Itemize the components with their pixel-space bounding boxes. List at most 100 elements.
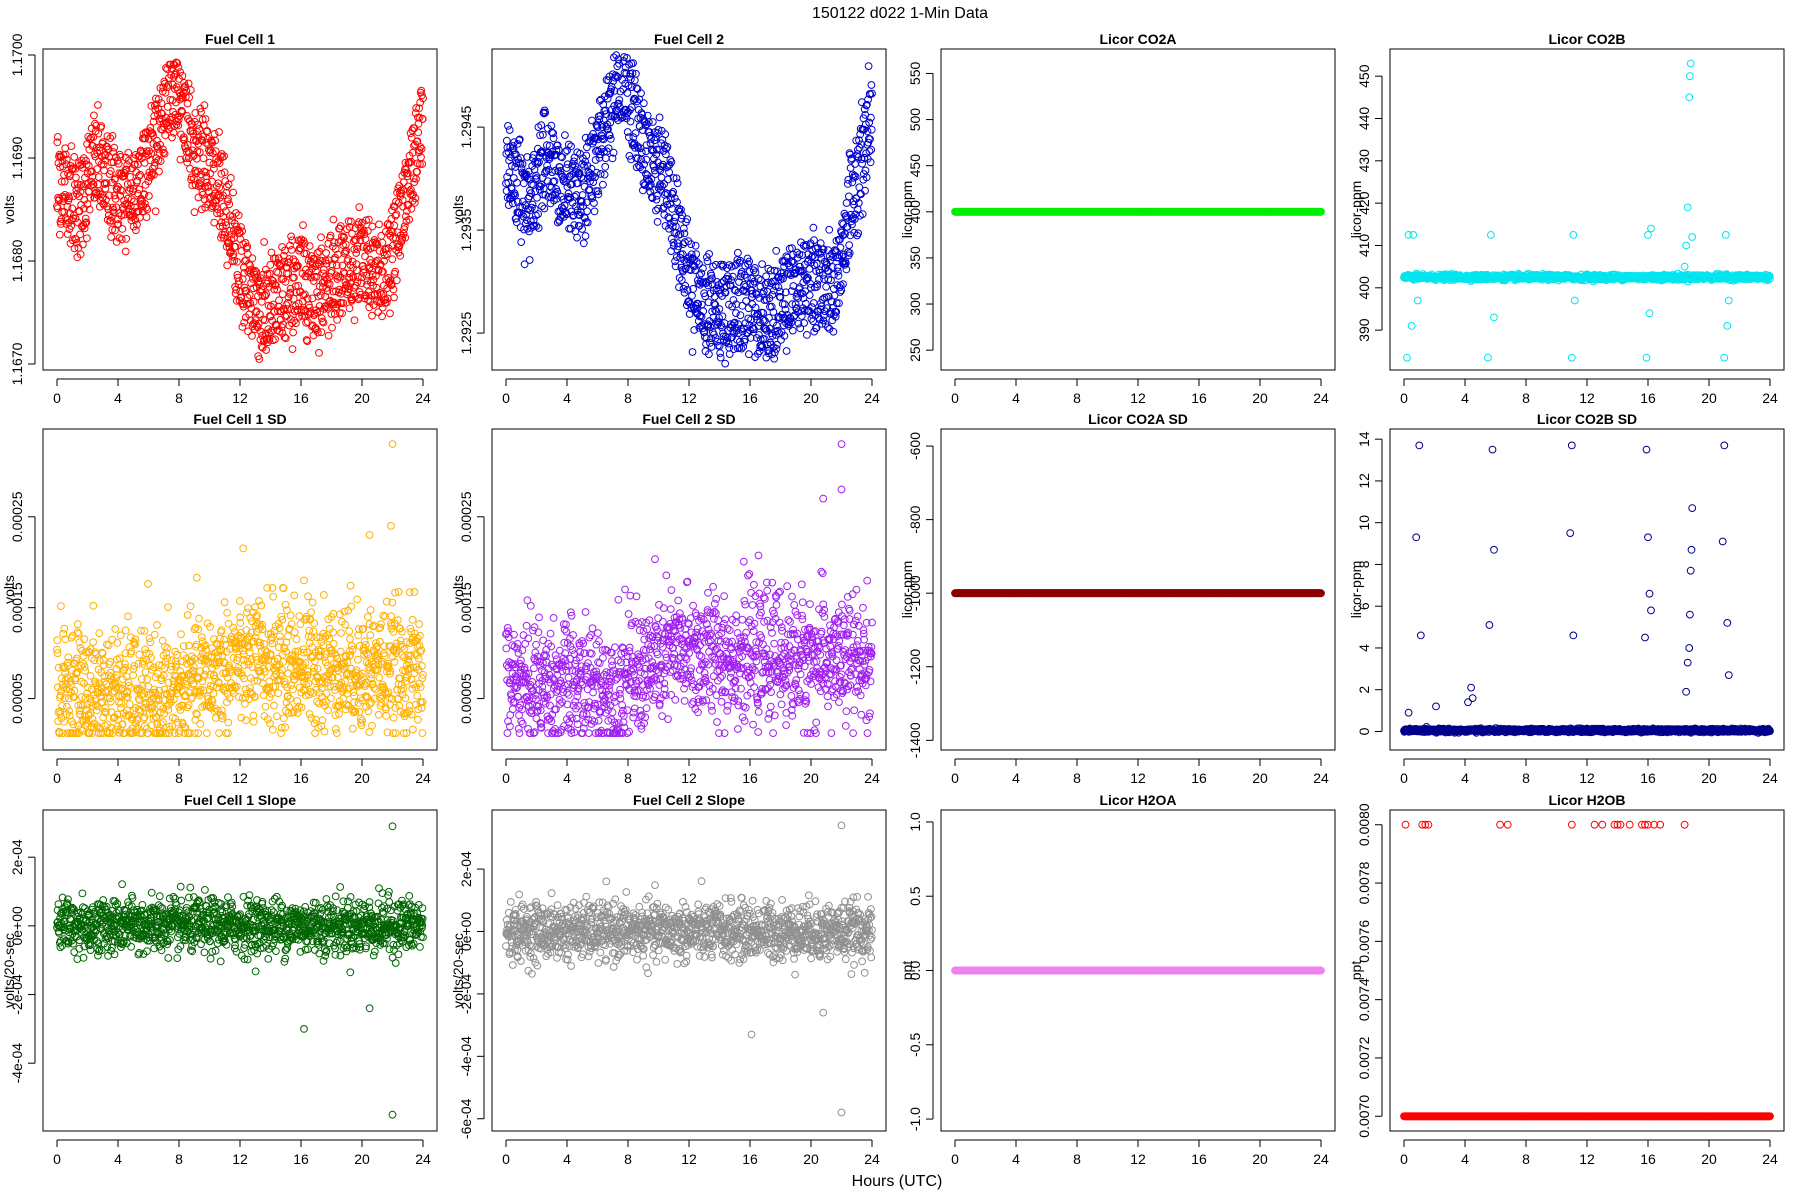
data-point <box>527 189 535 198</box>
data-point <box>340 269 349 278</box>
data-point <box>131 215 140 224</box>
data-point <box>312 267 320 276</box>
data-point <box>353 278 362 287</box>
data-point <box>262 346 271 354</box>
data-point <box>81 666 90 675</box>
data-point <box>389 285 398 294</box>
data-point <box>155 167 163 176</box>
data-point <box>108 635 117 644</box>
data-point <box>350 283 358 292</box>
data-point <box>291 257 300 266</box>
x-tick-label: 24 <box>864 390 880 406</box>
data-point <box>76 230 84 239</box>
data-point <box>536 131 544 140</box>
x-axis: 0 4 8 12 16 20 24 <box>1400 378 1778 406</box>
data-point <box>83 234 91 243</box>
data-point <box>350 316 359 325</box>
data-point <box>1484 353 1492 362</box>
data-point <box>358 227 367 236</box>
data-point <box>161 131 170 140</box>
data-point <box>174 121 183 130</box>
data-point <box>265 336 274 344</box>
data-point <box>69 214 78 223</box>
data-point <box>361 235 370 243</box>
x-tick-label: 20 <box>1252 390 1268 406</box>
data-point <box>210 164 218 173</box>
data-point <box>203 126 212 135</box>
data-point <box>80 224 89 233</box>
data-point <box>210 130 219 138</box>
data-point <box>391 211 400 220</box>
x-tick-label: 4 <box>114 390 122 406</box>
data-point <box>319 269 328 278</box>
data-point <box>313 249 322 257</box>
data-point <box>234 211 243 220</box>
data-point <box>532 211 540 220</box>
data-point <box>305 303 314 312</box>
data-point <box>72 235 81 244</box>
data-point <box>103 216 112 224</box>
data-point <box>80 635 89 644</box>
data-point <box>399 229 408 238</box>
data-point <box>289 328 298 337</box>
data-point <box>211 136 220 145</box>
data-point <box>261 265 270 274</box>
data-point <box>113 639 122 647</box>
panel-title: Fuel Cell 1 SD <box>193 411 286 427</box>
data-point <box>237 223 245 231</box>
data-point <box>822 282 830 291</box>
data-point <box>146 173 154 182</box>
data-point <box>359 226 368 235</box>
data-point <box>97 122 106 130</box>
data-point <box>86 193 95 202</box>
data-point <box>1570 296 1579 305</box>
data-point <box>88 142 97 150</box>
data-point <box>246 261 254 270</box>
data-point <box>226 174 235 182</box>
data-point <box>101 184 110 193</box>
data-point <box>55 150 64 159</box>
data-point <box>539 130 547 139</box>
data-point <box>135 185 144 194</box>
data-point <box>561 148 570 156</box>
x-tick-label: 8 <box>624 390 632 406</box>
data-point <box>211 147 220 156</box>
x-tick-label: 20 <box>354 390 370 406</box>
data-point <box>272 267 281 276</box>
data-point <box>762 272 770 281</box>
data-point <box>521 219 530 228</box>
data-point <box>71 214 80 223</box>
data-point <box>257 327 265 336</box>
data-point <box>214 191 222 200</box>
data-point <box>725 343 734 352</box>
data-point <box>174 115 183 124</box>
data-point <box>300 239 309 248</box>
data-point <box>254 319 263 328</box>
data-point <box>79 240 87 249</box>
data-point <box>1645 309 1654 318</box>
data-point <box>653 218 662 226</box>
data-point <box>342 247 351 255</box>
data-point <box>378 303 387 312</box>
data-point <box>316 291 325 300</box>
data-point <box>237 293 246 302</box>
data-point <box>1688 233 1697 241</box>
data-point <box>108 132 117 140</box>
data-point <box>375 220 383 229</box>
data-point <box>111 174 120 183</box>
data-point <box>121 626 130 635</box>
data-point <box>145 147 154 156</box>
data-point <box>797 312 806 320</box>
y-tick-label: 1.1680 <box>9 239 25 282</box>
data-point <box>336 222 345 230</box>
data-point <box>88 167 96 176</box>
data-point <box>314 328 322 337</box>
data-point <box>384 244 393 253</box>
data-point <box>707 342 716 351</box>
data-point <box>143 147 151 156</box>
data-point <box>417 86 426 95</box>
data-point <box>591 156 600 164</box>
data-point <box>287 232 296 241</box>
data-point <box>365 303 374 312</box>
data-point <box>257 297 266 306</box>
